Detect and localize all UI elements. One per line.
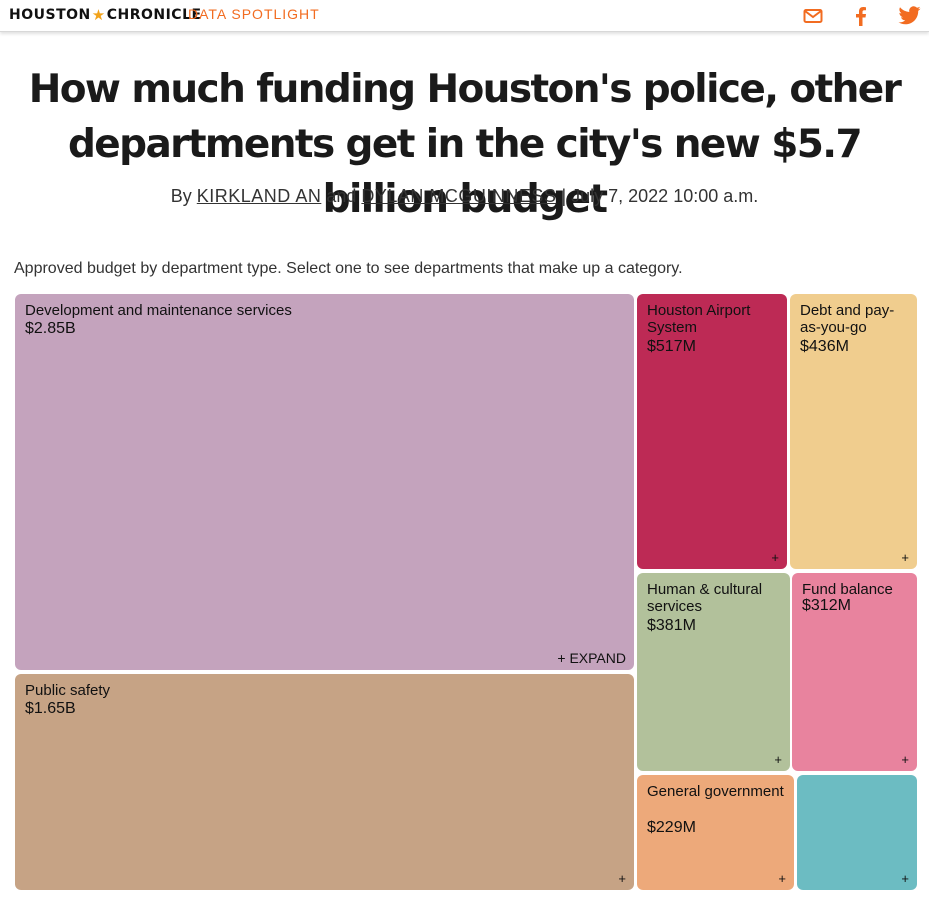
expand-plus-icon[interactable]: + (618, 871, 626, 886)
tile-value: $2.85B (25, 320, 76, 338)
tile-value: $436M (800, 338, 849, 356)
tile-value: $1.65B (25, 700, 76, 718)
expand-plus-icon[interactable]: + (774, 752, 782, 767)
tile-value: $517M (647, 338, 696, 356)
treemap-tile-human-cultural-services[interactable]: Human & cultural services $381M + (637, 573, 790, 771)
treemap-tile-debt-and-pay-as-you-go[interactable]: Debt and pay-as-you-go $436M + (790, 294, 917, 569)
tile-label: Public safety (25, 682, 628, 699)
tile-label: Debt and pay-as-you-go (800, 302, 911, 336)
tile-value: $312M (802, 597, 851, 615)
tile-value: $381M (647, 617, 696, 635)
tile-label: Development and maintenance services (25, 302, 628, 319)
treemap-tile-unlabeled[interactable]: + (797, 775, 917, 890)
treemap-tile-general-government[interactable]: General government $229M + (637, 775, 794, 890)
tile-label: Houston Airport System (647, 302, 781, 336)
expand-plus-icon[interactable]: + (901, 550, 909, 565)
treemap-tile-public-safety[interactable]: Public safety $1.65B + (15, 674, 634, 890)
treemap-tile-houston-airport-system[interactable]: Houston Airport System $517M + (637, 294, 787, 569)
treemap-tile-fund-balance[interactable]: Fund balance $312M + (792, 573, 917, 771)
tile-value: $229M (647, 819, 696, 837)
expand-plus-icon[interactable]: + (901, 871, 909, 886)
expand-plus-icon[interactable]: + (778, 871, 786, 886)
tile-label: General government (647, 783, 788, 800)
tile-label: Human & cultural services (647, 581, 784, 615)
expand-plus-icon[interactable]: + (771, 550, 779, 565)
tile-label: Fund balance (802, 581, 911, 598)
expand-button[interactable]: + EXPAND (557, 650, 626, 666)
expand-plus-icon[interactable]: + (901, 752, 909, 767)
treemap-tile-development-and-maintenance-services[interactable]: Development and maintenance services $2.8… (15, 294, 634, 670)
